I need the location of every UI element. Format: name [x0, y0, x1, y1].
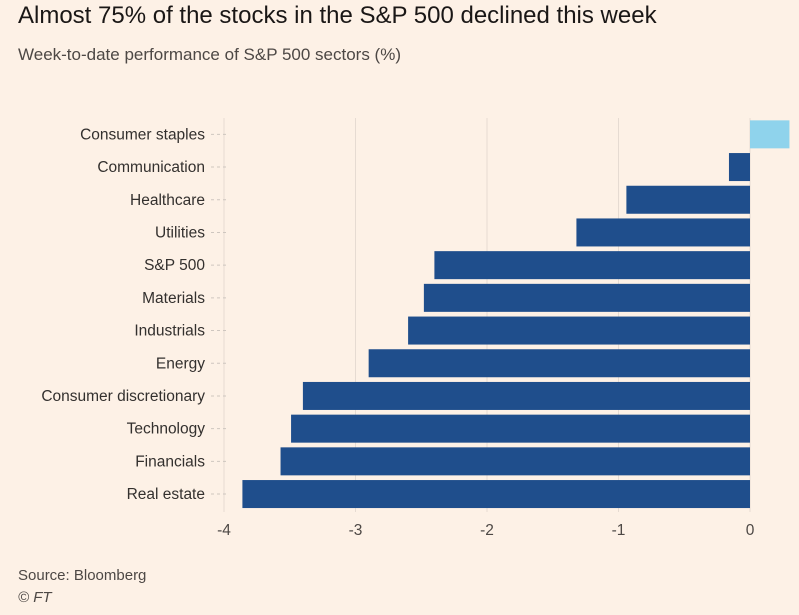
category-label: S&P 500	[144, 257, 205, 274]
bar	[280, 447, 750, 476]
bar	[302, 381, 750, 410]
category-label: Healthcare	[130, 192, 205, 209]
ft-credit: © FT	[18, 589, 52, 606]
bar	[626, 185, 750, 214]
category-label: Technology	[127, 421, 206, 438]
category-label: Consumer discretionary	[41, 388, 205, 405]
bar	[368, 349, 750, 378]
category-label: Materials	[142, 290, 205, 307]
grid-layer	[223, 118, 751, 512]
category-label: Financials	[135, 453, 205, 470]
bar	[750, 120, 790, 149]
category-label: Real estate	[127, 486, 205, 503]
bar	[728, 153, 750, 182]
bar-layer	[242, 120, 790, 509]
bar	[423, 283, 750, 312]
source-note: Source: Bloomberg	[18, 567, 147, 584]
bar	[291, 414, 750, 443]
x-tick-label: -4	[217, 522, 231, 539]
bar	[576, 218, 750, 247]
category-label-layer: Consumer staples Communication Healthcare U…	[41, 126, 226, 503]
category-label: Communication	[97, 159, 205, 176]
x-tick-label: -3	[349, 522, 363, 539]
x-tick-label: -2	[480, 522, 494, 539]
bar	[242, 480, 750, 509]
category-label: Consumer staples	[80, 126, 205, 143]
x-tick-label: -1	[612, 522, 626, 539]
category-label: Utilities	[155, 224, 205, 241]
bar-chart: Consumer staples Communication Healthcare U…	[41, 118, 790, 539]
x-tick-label: 0	[746, 522, 755, 539]
category-label: Energy	[156, 355, 205, 372]
chart-title: Almost 75% of the stocks in the S&P 500 …	[18, 2, 657, 29]
bar	[408, 316, 750, 345]
tick-label-layer: -4 -3 -2 -1 0	[217, 522, 755, 539]
category-label: Industrials	[134, 323, 205, 340]
bar	[434, 251, 750, 280]
chart-subtitle: Week-to-date performance of S&P 500 sect…	[18, 45, 401, 64]
